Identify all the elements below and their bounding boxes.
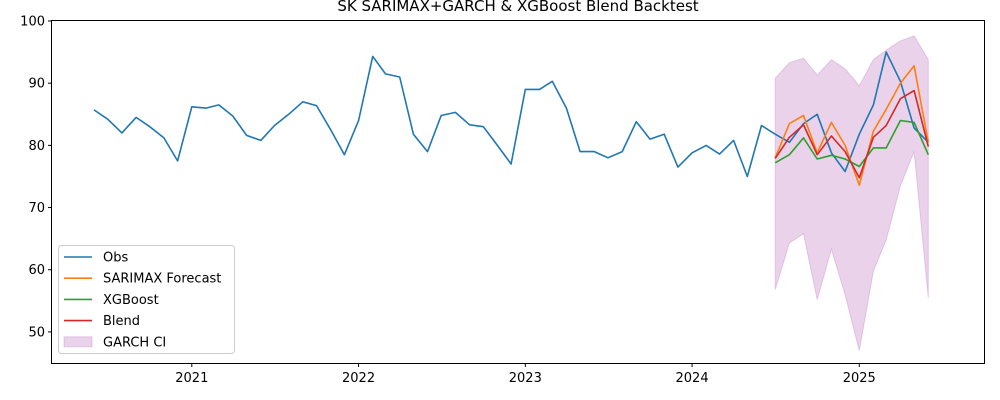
- y-tick-label: 80: [28, 139, 45, 154]
- x-tick-label: 2021: [175, 371, 208, 386]
- xgboost-line: [774, 119, 930, 168]
- legend-xgboost-label: XGBoost: [103, 293, 159, 308]
- y-tick-label: 70: [28, 201, 45, 216]
- garch-ci-band: [774, 35, 929, 351]
- y-tick-label: 100: [20, 15, 45, 30]
- legend-box: [58, 245, 235, 354]
- chart-title: SK SARIMAX+GARCH & XGBoost Blend Backtes…: [337, 0, 698, 15]
- obs-line: [93, 51, 929, 178]
- legend-garch-ci-swatch: [63, 336, 93, 348]
- axis-layer: 50 60 70 80 90 100 2021 2022 2023 2024 2025: [20, 15, 876, 387]
- legend-sarimax-label: SARIMAX Forecast: [103, 272, 221, 287]
- x-tick-label: 2023: [509, 371, 542, 386]
- blend-line: [774, 89, 930, 179]
- legend-garch-ci-label: GARCH CI: [103, 335, 166, 350]
- y-tick-label: 90: [28, 77, 45, 92]
- y-tick-label: 50: [28, 325, 45, 340]
- x-tick-label: 2025: [843, 371, 876, 386]
- x-tick-label: 2022: [342, 371, 375, 386]
- legend-obs-label: Obs: [103, 251, 128, 266]
- y-tick-label: 60: [28, 263, 45, 278]
- series-layer: [93, 51, 930, 186]
- plot-frame: [51, 20, 985, 364]
- legend-blend-label: Blend: [103, 314, 140, 329]
- legend: Obs SARIMAX Forecast XGBoost Blend GARCH CI: [58, 245, 235, 354]
- x-tick-label: 2024: [676, 371, 709, 386]
- confidence-band-layer: [774, 35, 929, 351]
